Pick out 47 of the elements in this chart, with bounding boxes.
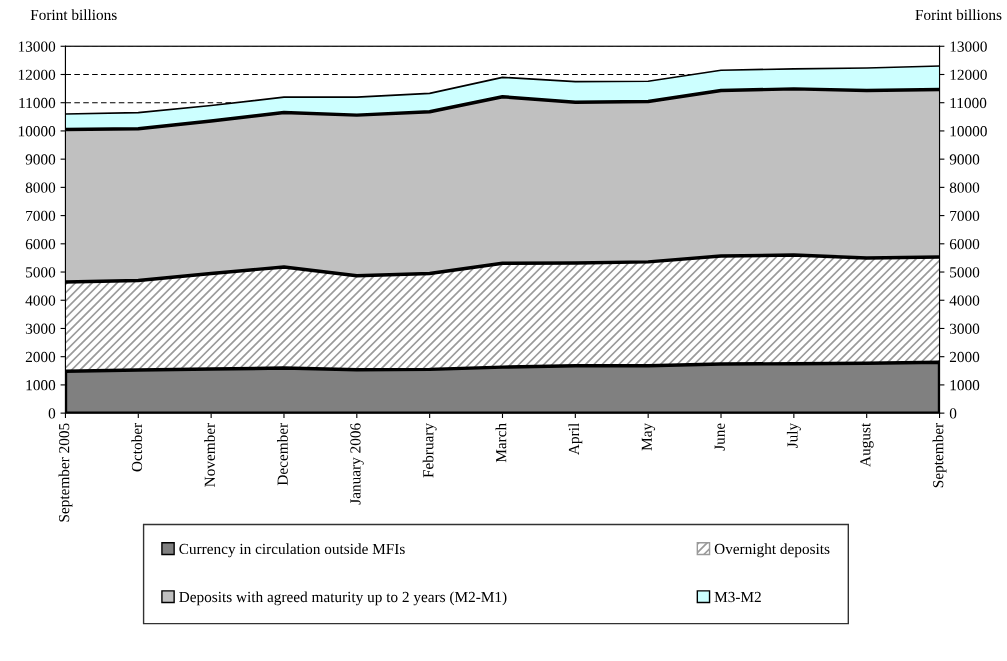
- y2-tick-label: 3000: [949, 323, 980, 334]
- y-tick-label: 10000: [18, 126, 56, 137]
- y-tick-label: 5000: [26, 267, 56, 278]
- y2-tick-label: 8000: [949, 182, 980, 193]
- y-tick-label: 2000: [25, 351, 56, 363]
- x-tick-label: December: [277, 422, 288, 486]
- x-tick-label: June: [714, 423, 725, 451]
- x-tick-label: September: [932, 422, 947, 488]
- y2-axis-title: Forint billions: [915, 9, 1002, 21]
- x-tick-label: April: [568, 423, 583, 455]
- y-tick-label: 1000: [26, 380, 56, 391]
- y2-tick-label: 10000: [950, 126, 987, 137]
- legend-label: Overnight deposits: [714, 543, 830, 558]
- y2-tick-label: 2000: [949, 351, 980, 363]
- y2-tick-label: 13000: [950, 41, 987, 52]
- x-tick-label: May: [641, 422, 656, 451]
- y2-tick-label: 4000: [949, 295, 980, 306]
- legend-label: Currency in circulation outside MFIs: [179, 543, 405, 558]
- y-tick-label: 11000: [19, 97, 56, 109]
- x-tick-label: January 2006: [350, 423, 364, 505]
- y-tick-label: 0: [48, 408, 56, 419]
- y2-tick-label: 7000: [950, 210, 980, 222]
- y-axis-title: Forint billions: [30, 9, 117, 21]
- y2-tick-label: 6000: [949, 238, 980, 250]
- legend-label: Deposits with agreed maturity up to 2 years (M2-M1): [179, 591, 507, 606]
- y-tick-label: 12000: [18, 69, 56, 80]
- x-tick-label: November: [204, 422, 215, 487]
- x-tick-label: October: [131, 422, 143, 472]
- y2-tick-label: 12000: [950, 69, 987, 80]
- y-tick-label: 4000: [25, 295, 56, 306]
- y2-tick-label: 9000: [949, 154, 980, 165]
- y2-tick-label: 5000: [950, 267, 980, 278]
- x-tick-label: March: [495, 423, 507, 463]
- x-tick-label: February: [422, 422, 437, 478]
- y-tick-label: 7000: [26, 210, 56, 222]
- y-tick-label: 13000: [18, 41, 56, 52]
- y-tick-label: 8000: [25, 182, 56, 193]
- y2-tick-label: 1000: [950, 380, 980, 391]
- x-tick-label: August: [860, 422, 874, 467]
- y-tick-label: 6000: [25, 238, 56, 250]
- y2-tick-label: 11000: [950, 97, 987, 109]
- y2-tick-label: 0: [949, 408, 957, 419]
- y-tick-label: 9000: [25, 154, 56, 165]
- legend-label: M3-M2: [714, 591, 761, 603]
- x-tick-label: July: [786, 422, 801, 448]
- y-tick-label: 3000: [25, 323, 56, 334]
- x-tick-label: September 2005: [58, 423, 73, 522]
